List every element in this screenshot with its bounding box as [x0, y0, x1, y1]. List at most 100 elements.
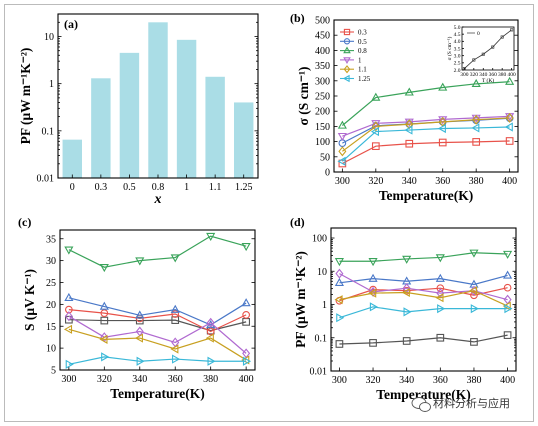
panel-b-data-point [337, 132, 347, 142]
legend-marker [343, 38, 351, 45]
panel-d-data-point [334, 277, 344, 286]
inset-y-tick-label: 4.5 [454, 32, 461, 38]
panel-c-x-tick-label: 320 [97, 374, 112, 385]
panel-a-x-axis-title: x [154, 192, 162, 207]
panel-d-data-point [368, 273, 378, 282]
panel-d-y-tick-label: 10 [317, 267, 327, 278]
inset-y-tick-label: 3.0 [454, 53, 461, 59]
panel-c-x-tick-label: 400 [239, 374, 254, 385]
legend-label: 0.8 [358, 47, 367, 55]
panel-c-data-point [135, 257, 145, 266]
panel-b-y-tick-label: 350 [315, 61, 330, 72]
panel-d-y-axis-title: PF (μW m⁻¹K⁻²) [293, 251, 308, 348]
inset-x-tick-label: 360 [489, 72, 498, 78]
panel-c: 300 320 340 360 380 400 5 10 15 20 25 30 35 (c) Temper… [18, 215, 256, 401]
panel-d-data-point [334, 295, 343, 305]
panel-b-label: (b) [290, 11, 305, 25]
panel-d-data-point [435, 254, 445, 263]
panel-b-data-point [337, 120, 347, 129]
panel-d-data-point [335, 340, 344, 348]
panel-c-data-point [241, 242, 251, 252]
panel-b-x-tick-label: 380 [469, 176, 484, 187]
panel-c-data-point [100, 316, 109, 325]
legend-label: 0.3 [358, 29, 367, 37]
panel-d-series-line [339, 306, 508, 319]
panel-b: 300 320 340 360 380 4000501001502002503003504… [290, 11, 519, 203]
panel-c-y-tick-label: 15 [46, 322, 56, 333]
inset-point [500, 35, 504, 39]
inset-y-tick-label: 5.0 [454, 25, 461, 31]
panel-d-data-point [503, 283, 512, 292]
panel-b-data-point [337, 156, 346, 166]
inset-x-tick-label: 320 [470, 72, 479, 78]
panel-c-series-line [68, 328, 247, 361]
panel-b-data-point [504, 122, 513, 132]
panel-c-x-tick-label: 360 [168, 374, 183, 385]
panel-c-data-point [171, 310, 180, 318]
panel-c-data-point [99, 301, 109, 310]
panel-d-x-tick-label: 380 [466, 375, 481, 386]
panel-d-series-line [339, 274, 508, 286]
wechat-icon [411, 397, 431, 412]
panel-b-x-tick-label: 320 [368, 176, 383, 187]
panel-d-series-line [339, 290, 508, 307]
panel-c-series-s3 [64, 232, 251, 273]
bar-0.5 [119, 52, 140, 178]
panel-d-data-point [402, 337, 411, 345]
panel-c-data-point [206, 317, 215, 328]
panel-d-data-point [470, 304, 479, 314]
panel-b-data-point [505, 76, 515, 85]
panel-a-y-axis-title: PF (μW m⁻¹K⁻²) [18, 48, 33, 145]
panel-c-y-tick-label: 35 [46, 234, 56, 245]
panel-d-x-tick-label: 340 [399, 375, 414, 386]
bar-0.3 [91, 78, 111, 178]
panel-c-data-point [206, 232, 216, 242]
panel-d-data-point [368, 288, 377, 298]
panel-d-series-line [339, 252, 508, 262]
panel-b-y-tick-label: 500 [315, 16, 330, 27]
panel-c-series-s2 [64, 292, 251, 329]
panel-c-data-point [136, 356, 145, 366]
panel-d-series-s0 [335, 331, 512, 348]
panel-d-data-point [469, 249, 479, 258]
panel-b-series-line [341, 126, 510, 162]
panel-d-data-point [402, 255, 412, 264]
inset-x-tick-label: 340 [479, 72, 488, 78]
panel-d-data-point [470, 338, 478, 346]
panel-b-y-tick-label: 50 [320, 152, 330, 163]
panel-b-data-point [438, 82, 448, 91]
panel-d-x-axis-title: Temperature(K) [376, 387, 470, 402]
panel-a: 0 0.3 0.5 0.8 1 1.1 1.25 0.01 0.1 1 10 (a) x PF (μW m… [18, 13, 259, 207]
panel-c-x-axis-title: Temperature(K) [110, 386, 204, 401]
panel-b-data-point [370, 126, 380, 137]
panel-b-data-point [472, 138, 481, 146]
panel-b-data-point [505, 112, 514, 123]
panel-c-data-point [242, 356, 252, 366]
panel-d-x-tick-label: 400 [500, 375, 515, 386]
panel-d-data-point [403, 307, 412, 317]
panel-c-data-point [170, 254, 180, 263]
legend-marker [343, 57, 351, 65]
panel-b-inset: 2.02.5 3.03.54.04.55.0 300 320 340 360 380 400 T… [446, 25, 516, 84]
panel-d-data-point [503, 331, 512, 339]
panel-b-series-line [342, 115, 510, 137]
inset-y-title: σ (S cm⁻¹) [446, 36, 453, 60]
panel-c-series-s6 [65, 352, 252, 369]
panel-d-label: (d) [290, 215, 305, 229]
panel-a-x-tick-label: 1.25 [235, 182, 253, 193]
bar-0 [62, 139, 82, 178]
panel-a-x-tick-label: 1.1 [209, 182, 222, 193]
bar-1.25 [234, 102, 254, 178]
panel-d-data-point [436, 333, 445, 342]
inset-y-tick-label: 2.5 [454, 61, 461, 67]
panel-d-data-point [435, 273, 445, 282]
panel-c-series-line [68, 235, 247, 268]
panel-a-x-tick-label: 0.3 [95, 182, 108, 193]
panel-b-data-point [371, 142, 380, 151]
inset-point [510, 28, 514, 32]
panel-b-data-point [472, 114, 481, 125]
panel-d-data-point [503, 270, 513, 279]
panel-c-y-tick-label: 25 [46, 278, 56, 289]
panel-c-series-line [68, 356, 247, 365]
panel-d-y-tick-label: 0.1 [315, 333, 328, 344]
